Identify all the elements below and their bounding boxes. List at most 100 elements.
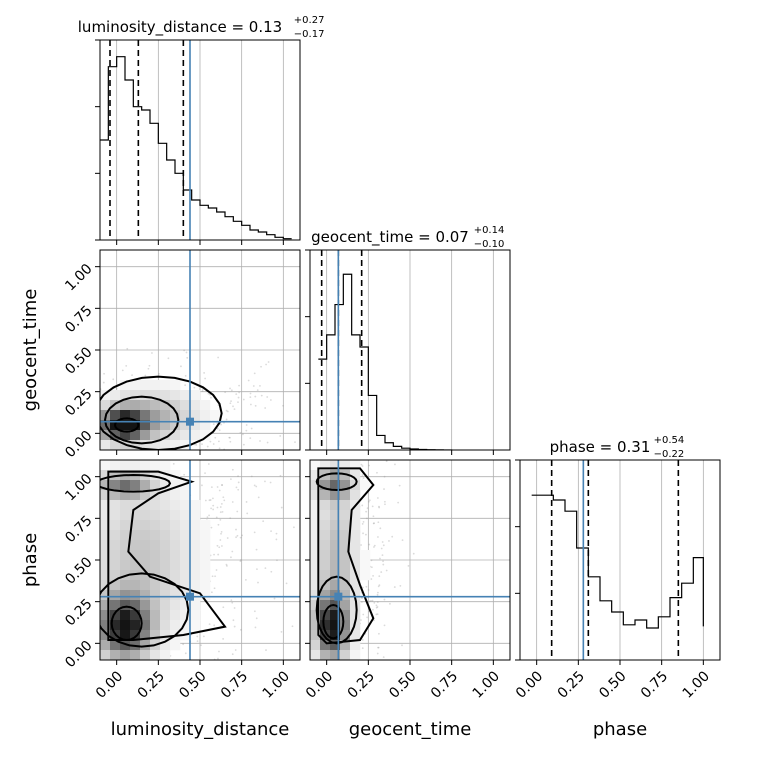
- density-cell: [150, 550, 161, 561]
- density-cell: [140, 580, 151, 591]
- sample-point: [254, 395, 257, 398]
- sample-point: [196, 640, 199, 643]
- sample-point: [254, 457, 256, 459]
- sample-point: [343, 686, 345, 688]
- density-cell: [120, 490, 131, 501]
- sample-point: [186, 664, 188, 666]
- density-cell: [340, 610, 351, 621]
- density-cell: [180, 580, 191, 591]
- sample-point: [237, 488, 240, 491]
- density-cell: [110, 570, 121, 581]
- sample-point: [217, 657, 219, 660]
- sample-point: [33, 473, 35, 475]
- sample-point: [79, 415, 81, 417]
- density-cell: [340, 640, 351, 651]
- sample-point: [221, 484, 223, 486]
- density-cell: [330, 540, 341, 551]
- density-cell: [160, 460, 171, 471]
- y-tick-label: 1.00: [62, 261, 95, 294]
- sample-point: [366, 458, 368, 460]
- sample-point: [213, 587, 216, 590]
- sample-point: [208, 499, 211, 502]
- density-cell: [200, 520, 211, 531]
- histogram-panel-phase: 0.00 0.25 0.50 0.75 1.00 phase = 0.31 +0.54 −0.…: [513, 435, 721, 702]
- density-cell: [170, 590, 181, 601]
- density-cell: [120, 510, 131, 521]
- density-layer: [291, 396, 510, 692]
- sample-point: [76, 423, 78, 425]
- sample-point: [297, 502, 299, 504]
- density-cell: [140, 550, 151, 561]
- sample-point: [265, 649, 267, 651]
- density-cell: [340, 510, 351, 521]
- sample-point: [378, 632, 380, 635]
- sample-point: [412, 552, 415, 555]
- density-cell: [120, 480, 131, 491]
- sample-point: [217, 553, 220, 556]
- density-cell: [100, 510, 111, 521]
- y-tick-label: 0.50: [62, 344, 95, 377]
- sample-point: [365, 533, 367, 536]
- sample-point: [21, 432, 23, 434]
- sample-point: [292, 690, 294, 692]
- density-cell: [190, 580, 201, 591]
- sample-point: [231, 653, 234, 656]
- x-tick-label: 0.75: [218, 668, 251, 701]
- density-cell: [150, 520, 161, 531]
- sample-point: [259, 440, 261, 442]
- sample-point: [328, 395, 330, 397]
- density-cell: [100, 630, 111, 641]
- sample-point: [332, 396, 334, 398]
- x-tick-label: 0.25: [345, 668, 378, 701]
- sample-point: [291, 482, 293, 484]
- sample-point: [201, 443, 203, 445]
- sample-point: [375, 604, 378, 607]
- sample-point: [401, 644, 403, 647]
- density-cell: [100, 490, 111, 501]
- density-cell: [120, 550, 131, 561]
- density-cell: [330, 650, 341, 660]
- contour-line: [113, 417, 140, 433]
- sample-point: [209, 440, 212, 443]
- sample-point: [229, 440, 232, 443]
- density-cell: [320, 640, 331, 651]
- density-cell: [340, 630, 351, 641]
- density-cell: [130, 500, 141, 511]
- density-cell: [150, 650, 161, 660]
- sample-point: [382, 674, 384, 676]
- sample-point: [297, 535, 299, 537]
- sample-point: [115, 387, 118, 390]
- sample-point: [259, 384, 261, 387]
- density-cell: [350, 650, 361, 660]
- sample-point: [144, 450, 146, 452]
- density-cell: [140, 380, 151, 391]
- sample-point: [303, 492, 305, 494]
- density-cell: [170, 520, 181, 531]
- contour-line: [317, 467, 375, 645]
- density-cell: [350, 570, 361, 581]
- sample-point: [315, 407, 317, 409]
- density-cell: [200, 400, 211, 411]
- sample-point: [216, 506, 219, 509]
- sample-point: [381, 541, 384, 543]
- density-cell: [130, 580, 141, 591]
- sample-point: [53, 511, 55, 513]
- density-cell: [110, 620, 121, 631]
- sample-point: [187, 702, 189, 704]
- sample-point: [193, 452, 195, 454]
- density-cell: [340, 490, 351, 501]
- sample-point: [373, 544, 376, 547]
- density-cell: [350, 560, 361, 571]
- density-cell: [100, 500, 111, 511]
- contour-line: [100, 572, 190, 648]
- sample-point: [238, 384, 240, 387]
- sample-point: [264, 407, 267, 409]
- density-cell: [100, 600, 111, 611]
- density-cell: [200, 430, 211, 441]
- density-cell: [330, 610, 341, 621]
- sample-point: [257, 496, 260, 499]
- sample-point: [202, 455, 204, 457]
- sample-point: [291, 625, 294, 628]
- sample-point: [193, 386, 196, 389]
- sample-point: [361, 523, 364, 525]
